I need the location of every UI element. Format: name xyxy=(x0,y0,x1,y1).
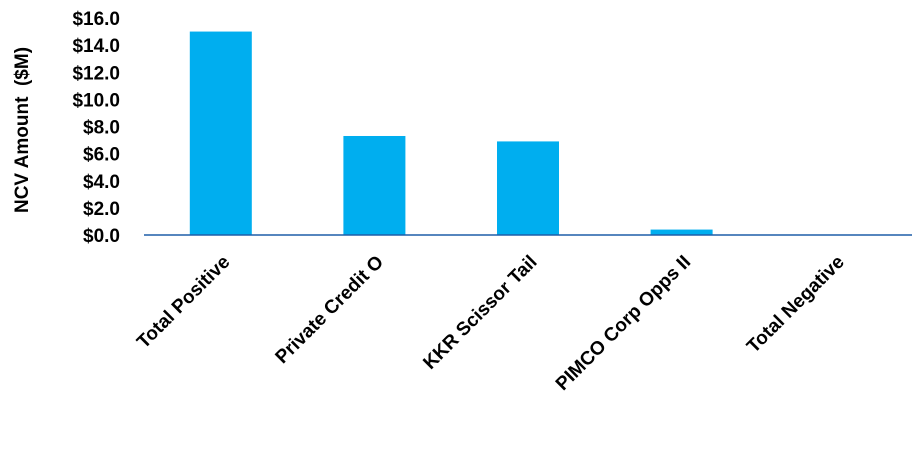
y-tick-label: $4.0 xyxy=(83,172,120,193)
bar-kkr-scissor-tail xyxy=(497,141,559,235)
y-tick-label: $10.0 xyxy=(72,90,120,111)
y-tick-label: $0.0 xyxy=(83,226,120,247)
x-axis-ticks: Total Positive Private Credit O KKR Scisso… xyxy=(133,252,849,395)
y-tick-label: $16.0 xyxy=(72,9,120,30)
y-tick-label: $8.0 xyxy=(83,118,120,139)
x-tick-label: PIMCO Corp Opps II xyxy=(552,252,695,395)
x-tick-label: Total Positive xyxy=(133,252,234,353)
x-tick-label: KKR Scissor Tail xyxy=(419,252,541,374)
y-tick-label: $12.0 xyxy=(72,63,120,84)
y-tick-label: $14.0 xyxy=(72,36,120,57)
bar-private-credit-o xyxy=(343,135,406,235)
x-tick-label: Total Negative xyxy=(743,252,849,358)
y-axis-ticks: $0.0 $2.0 $4.0 $6.0 $8.0 $10.0 $12.0 $14.0 $16.0 xyxy=(72,9,120,247)
bar-total-positive xyxy=(189,31,252,235)
y-axis-label: NCV Amount ($M) xyxy=(12,47,33,213)
bars xyxy=(189,31,713,235)
y-tick-label: $6.0 xyxy=(83,145,120,166)
y-tick-label: $2.0 xyxy=(83,199,120,220)
x-tick-label: Private Credit O xyxy=(272,252,388,368)
bar-pimco-corp-opps-ii xyxy=(650,229,713,235)
